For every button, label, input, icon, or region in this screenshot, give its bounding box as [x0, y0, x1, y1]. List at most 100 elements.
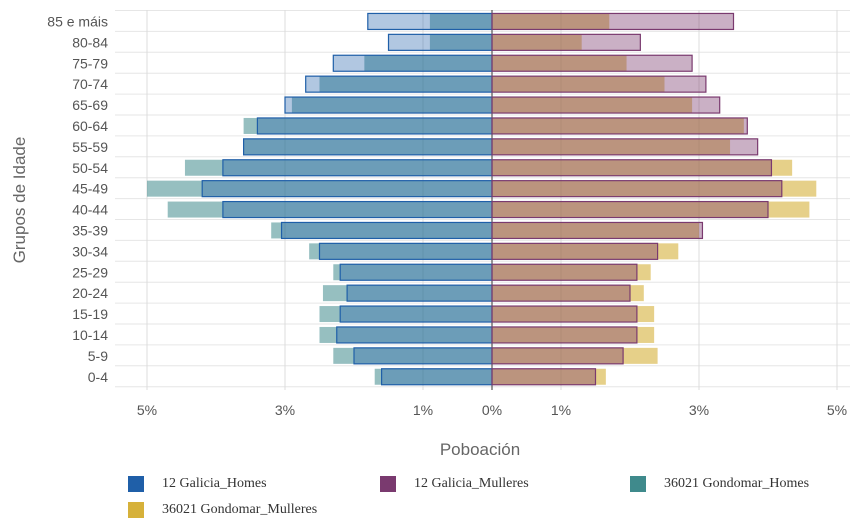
bar-galicia-homes-70-74[interactable]: [305, 75, 493, 93]
bar-galicia-homes-25-29[interactable]: [339, 263, 493, 281]
y-tick-label: 50-54: [72, 160, 108, 176]
y-tick-label: 75-79: [72, 55, 108, 71]
bar-galicia-mulleres-55-59[interactable]: [491, 138, 759, 156]
x-tick-label: 3%: [689, 402, 709, 418]
bar-gondomar-homes-45-49[interactable]: [147, 180, 492, 197]
bar-gondomar-mulleres-35-39[interactable]: [492, 222, 699, 239]
bar-gondomar-mulleres-5-9[interactable]: [492, 347, 658, 364]
bar-gondomar-mulleres-80-84[interactable]: [492, 34, 582, 51]
bar-galicia-mulleres-25-29[interactable]: [491, 263, 638, 281]
bar-galicia-homes-50-54[interactable]: [222, 159, 493, 177]
bar-gondomar-mulleres-85-e-máis[interactable]: [492, 13, 610, 30]
bar-galicia-mulleres-10-14[interactable]: [491, 326, 638, 344]
y-tick-label: 55-59: [72, 139, 108, 155]
bar-gondomar-homes-35-39[interactable]: [271, 222, 492, 239]
bar-galicia-mulleres-5-9[interactable]: [491, 347, 624, 365]
y-tick-label: 5-9: [88, 348, 108, 364]
bar-galicia-homes-65-69[interactable]: [284, 96, 493, 114]
legend-item-gondomar-homes[interactable]: 36021 Gondomar_Homes: [630, 476, 809, 492]
bar-gondomar-homes-30-34[interactable]: [309, 243, 492, 260]
y-tick-label: 30-34: [72, 243, 108, 259]
y-tick-label: 60-64: [72, 118, 108, 134]
bar-gondomar-homes-80-84[interactable]: [429, 34, 492, 51]
bar-gondomar-mulleres-0-4[interactable]: [492, 368, 606, 385]
bar-gondomar-homes-70-74[interactable]: [319, 76, 493, 93]
bar-gondomar-mulleres-10-14[interactable]: [492, 326, 655, 343]
bar-gondomar-homes-85-e-máis[interactable]: [429, 13, 492, 30]
bar-gondomar-homes-75-79[interactable]: [364, 55, 492, 72]
bar-gondomar-mulleres-25-29[interactable]: [492, 264, 651, 281]
bar-gondomar-homes-20-24[interactable]: [322, 285, 492, 302]
legend-label: 36021 Gondomar_Mulleres: [162, 502, 318, 517]
bar-galicia-mulleres-45-49[interactable]: [491, 180, 783, 198]
bar-galicia-mulleres-50-54[interactable]: [491, 159, 773, 177]
bar-gondomar-homes-10-14[interactable]: [319, 326, 493, 343]
bar-gondomar-homes-40-44[interactable]: [167, 201, 492, 218]
bar-galicia-mulleres-30-34[interactable]: [491, 242, 659, 260]
legend-swatch: [128, 476, 144, 492]
y-tick-label: 25-29: [72, 264, 108, 280]
bar-galicia-homes-75-79[interactable]: [332, 54, 493, 72]
y-tick-label: 15-19: [72, 306, 108, 322]
bar-galicia-homes-0-4[interactable]: [381, 368, 493, 386]
x-tick-label: 0%: [482, 402, 502, 418]
y-tick-label: 20-24: [72, 285, 108, 301]
bar-galicia-mulleres-20-24[interactable]: [491, 284, 631, 302]
bar-gondomar-homes-65-69[interactable]: [291, 97, 492, 114]
bar-gondomar-mulleres-60-64[interactable]: [492, 117, 744, 134]
bar-gondomar-mulleres-15-19[interactable]: [492, 306, 655, 323]
y-tick-label: 45-49: [72, 181, 108, 197]
y-tick-label: 35-39: [72, 222, 108, 238]
bar-galicia-homes-60-64[interactable]: [256, 117, 493, 135]
bar-galicia-mulleres-85-e-máis[interactable]: [491, 12, 735, 31]
bar-gondomar-homes-50-54[interactable]: [184, 159, 492, 176]
bar-gondomar-homes-60-64[interactable]: [243, 117, 492, 134]
bar-galicia-homes-30-34[interactable]: [318, 242, 493, 260]
legend-swatch: [630, 476, 646, 492]
bar-galicia-mulleres-75-79[interactable]: [491, 54, 693, 72]
bar-galicia-homes-55-59[interactable]: [243, 138, 493, 156]
bar-galicia-homes-40-44[interactable]: [222, 200, 493, 219]
bar-gondomar-mulleres-65-69[interactable]: [492, 97, 693, 114]
bar-gondomar-mulleres-55-59[interactable]: [492, 138, 731, 155]
bar-gondomar-homes-0-4[interactable]: [374, 368, 492, 385]
bar-galicia-mulleres-40-44[interactable]: [491, 200, 769, 219]
y-tick-label: 85 e máis: [47, 13, 108, 29]
legend-item-galicia-mulleres[interactable]: 12 Galicia_Mulleres: [380, 476, 529, 492]
bar-galicia-homes-5-9[interactable]: [353, 347, 493, 365]
bar-galicia-mulleres-15-19[interactable]: [491, 305, 638, 323]
bar-galicia-mulleres-65-69[interactable]: [491, 96, 721, 114]
y-tick-label: 0-4: [88, 369, 108, 385]
bar-galicia-mulleres-0-4[interactable]: [491, 368, 597, 386]
bar-gondomar-homes-15-19[interactable]: [319, 306, 493, 323]
x-axis-title: Poboación: [440, 440, 520, 459]
bar-galicia-mulleres-60-64[interactable]: [491, 117, 748, 135]
bar-gondomar-mulleres-75-79[interactable]: [492, 55, 627, 72]
bar-gondomar-mulleres-70-74[interactable]: [492, 76, 665, 93]
bars-group: [147, 12, 817, 386]
bar-galicia-homes-45-49[interactable]: [201, 180, 493, 198]
bar-galicia-mulleres-70-74[interactable]: [491, 75, 707, 93]
legend-label: 12 Galicia_Mulleres: [414, 476, 529, 491]
legend-label: 36021 Gondomar_Homes: [664, 476, 810, 491]
bar-gondomar-mulleres-50-54[interactable]: [492, 159, 793, 176]
bar-galicia-homes-85-e-máis[interactable]: [367, 12, 493, 31]
bar-galicia-homes-35-39[interactable]: [280, 221, 493, 240]
bar-gondomar-mulleres-45-49[interactable]: [492, 180, 817, 197]
legend-item-galicia-homes[interactable]: 12 Galicia_Homes: [128, 476, 267, 492]
bar-gondomar-homes-55-59[interactable]: [243, 138, 492, 155]
bar-gondomar-homes-5-9[interactable]: [333, 347, 492, 364]
bar-galicia-homes-20-24[interactable]: [346, 284, 493, 302]
bar-galicia-mulleres-80-84[interactable]: [491, 33, 641, 51]
bar-galicia-homes-15-19[interactable]: [339, 305, 493, 323]
bar-gondomar-homes-25-29[interactable]: [333, 264, 492, 281]
legend-label: 12 Galicia_Homes: [162, 476, 267, 491]
y-tick-label: 80-84: [72, 34, 108, 50]
bar-galicia-homes-80-84[interactable]: [387, 33, 493, 51]
legend-item-gondomar-mulleres[interactable]: 36021 Gondomar_Mulleres: [128, 502, 317, 518]
bar-galicia-homes-10-14[interactable]: [336, 326, 493, 344]
bar-gondomar-mulleres-40-44[interactable]: [492, 201, 810, 218]
bar-gondomar-mulleres-30-34[interactable]: [492, 243, 679, 260]
bar-gondomar-mulleres-20-24[interactable]: [492, 285, 644, 302]
bar-galicia-mulleres-35-39[interactable]: [491, 221, 704, 240]
